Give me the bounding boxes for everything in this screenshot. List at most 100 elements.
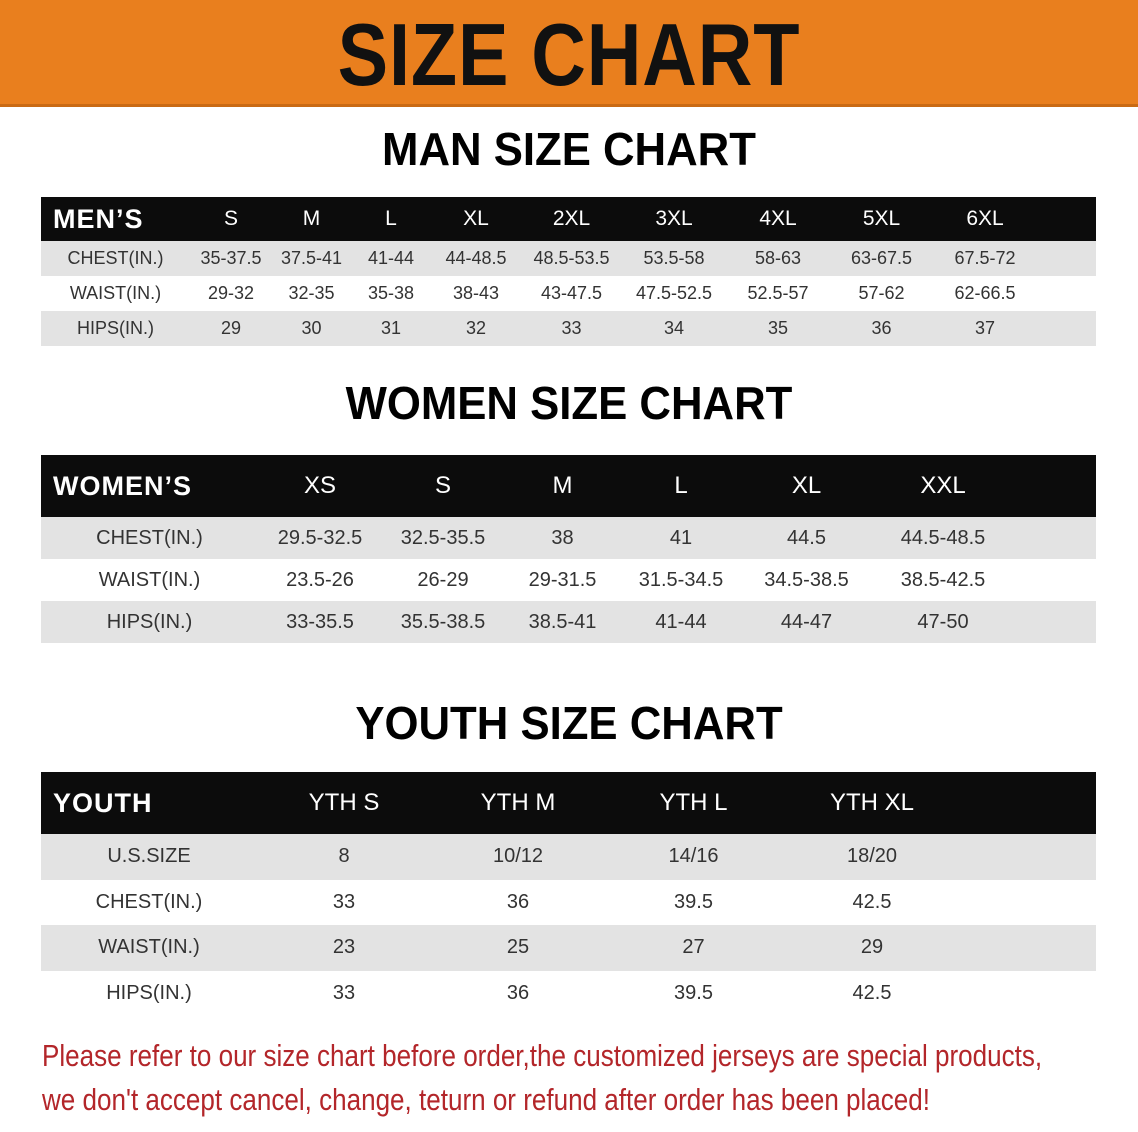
size-header: YTH L <box>659 789 728 816</box>
row-label: CHEST(IN.) <box>96 526 203 549</box>
table-cell: 48.5-53.5 <box>533 248 610 268</box>
table-cell: 38.5-42.5 <box>900 568 986 591</box>
row-label: HIPS(IN.) <box>106 610 193 633</box>
table-cell: 47-50 <box>917 610 969 633</box>
table-cell: 43-47.5 <box>540 283 603 303</box>
table-cell: 36 <box>506 890 530 913</box>
table-row: CHEST(IN.) 35-37.5 37.5-41 41-44 44-48.5 48.5… <box>41 241 1096 276</box>
size-header: YTH S <box>308 789 380 816</box>
size-header: 4XL <box>759 207 797 230</box>
table-cell: 38.5-41 <box>528 610 597 633</box>
table-cell: 33 <box>332 890 356 913</box>
table-cell: 30 <box>301 318 322 338</box>
size-header: XXL <box>920 472 966 499</box>
table-row: CHEST(IN.) 33 36 39.5 42.5 <box>41 879 1096 925</box>
size-header: 6XL <box>966 207 1004 230</box>
table-cell: 53.5-58 <box>643 248 705 268</box>
table-cell: 35-38 <box>367 283 415 303</box>
table-cell: 34.5-38.5 <box>764 568 849 591</box>
notice-line-1: Please refer to our size chart before or… <box>42 1038 1043 1073</box>
table-cell: 41-44 <box>655 610 707 633</box>
table-row: WAIST(IN.) 23.5-26 26-29 29-31.5 31.5-34.5 34… <box>41 559 1096 601</box>
table-cell: 29-32 <box>207 283 255 303</box>
table-cell: 35-37.5 <box>200 248 262 268</box>
table-cell: 18/20 <box>846 845 898 868</box>
women-size-table: WOMEN’S XS S M L XL XXL CHEST(IN.) 29.5-32.5 32.5… <box>41 455 1096 643</box>
table-cell: 31.5-34.5 <box>638 568 724 591</box>
table-cell: 38 <box>551 526 574 549</box>
size-header: YTH XL <box>829 789 915 816</box>
table-cell: 26-29 <box>417 568 469 591</box>
size-header: YTH M <box>480 789 556 816</box>
size-header: M <box>552 472 573 499</box>
table-cell: 44-47 <box>780 610 833 633</box>
table-cell: 47.5-52.5 <box>635 283 713 303</box>
table-cell: 33 <box>332 981 356 1004</box>
banner-title: SIZE CHART <box>337 5 801 104</box>
table-cell: 33 <box>561 318 582 338</box>
table-cell: 58-63 <box>754 248 802 268</box>
size-header: S <box>223 207 238 230</box>
table-cell: 63-67.5 <box>850 248 913 268</box>
table-cell: 37 <box>974 318 996 338</box>
table-header-label: YOUTH <box>53 787 153 818</box>
table-row: HIPS(IN.) 33-35.5 35.5-38.5 38.5-41 41-44 44-… <box>41 601 1096 643</box>
table-cell: 41 <box>669 526 693 549</box>
table-row: WAIST(IN.) 29-32 32-35 35-38 38-43 43-47.5 47.… <box>41 276 1096 311</box>
table-header-row: YOUTH YTH S YTH M YTH L YTH XL <box>41 772 1096 834</box>
table-cell: 39.5 <box>674 981 713 1004</box>
table-cell: 36 <box>506 981 530 1004</box>
row-label: HIPS(IN.) <box>106 981 192 1004</box>
table-row: WAIST(IN.) 23 25 27 29 <box>41 925 1096 971</box>
size-header: 5XL <box>862 207 901 230</box>
table-cell: 29 <box>220 318 242 338</box>
size-header: XL <box>463 207 489 230</box>
row-label: HIPS(IN.) <box>76 318 154 338</box>
row-label: U.S.SIZE <box>107 845 191 868</box>
table-cell: 52.5-57 <box>747 283 809 303</box>
notice-line-2: we don't accept cancel, change, teturn o… <box>42 1082 931 1117</box>
table-row: U.S.SIZE 8 10/12 14/16 18/20 <box>41 834 1096 880</box>
row-label: WAIST(IN.) <box>98 936 200 959</box>
size-header: S <box>434 472 451 499</box>
table-cell: 23.5-26 <box>286 568 354 591</box>
table-cell: 8 <box>338 845 350 868</box>
banner: SIZE CHART <box>0 0 1138 107</box>
table-cell: 32-35 <box>288 283 335 303</box>
table-cell: 44-48.5 <box>445 248 507 268</box>
table-cell: 33-35.5 <box>286 610 354 633</box>
men-title: MAN SIZE CHART <box>382 123 756 175</box>
size-header: XL <box>791 472 822 499</box>
table-cell: 23 <box>332 936 356 959</box>
table-cell: 10/12 <box>492 845 544 868</box>
men-size-table: MEN’S S M L XL 2XL 3XL 4XL 5XL 6XL CHEST(IN.) 35-37… <box>41 197 1096 346</box>
table-cell: 14/16 <box>668 845 719 868</box>
row-label: WAIST(IN.) <box>98 568 201 591</box>
table-cell: 29 <box>860 936 884 959</box>
table-header-row: WOMEN’S XS S M L XL XXL <box>41 455 1096 517</box>
table-row: HIPS(IN.) 29 30 31 32 33 34 35 36 37 <box>41 311 1096 346</box>
table-header-row: MEN’S S M L XL 2XL 3XL 4XL 5XL 6XL <box>41 197 1096 241</box>
table-cell: 32.5-35.5 <box>400 526 486 549</box>
table-cell: 35 <box>767 318 789 338</box>
table-cell: 32 <box>465 318 487 338</box>
table-cell: 62-66.5 <box>954 283 1016 303</box>
size-header: XS <box>303 472 336 499</box>
table-cell: 44.5 <box>787 526 826 549</box>
table-cell: 44.5-48.5 <box>900 526 986 549</box>
table-cell: 34 <box>663 318 685 338</box>
table-cell: 57-62 <box>858 283 905 303</box>
row-label: CHEST(IN.) <box>95 890 203 913</box>
row-label: WAIST(IN.) <box>69 283 162 303</box>
table-cell: 35.5-38.5 <box>400 610 486 633</box>
table-header-label: WOMEN’S <box>53 470 192 501</box>
table-cell: 37.5-41 <box>280 248 343 268</box>
size-header: 2XL <box>552 207 591 230</box>
youth-size-table: YOUTH YTH S YTH M YTH L YTH XL U.S.SIZE 8 10/12… <box>41 772 1096 1016</box>
size-header: 3XL <box>655 207 693 230</box>
table-cell: 39.5 <box>674 890 713 913</box>
table-cell: 29.5-32.5 <box>277 526 363 549</box>
table-cell: 36 <box>871 318 892 338</box>
size-header: L <box>385 207 397 230</box>
table-cell: 42.5 <box>852 890 892 913</box>
